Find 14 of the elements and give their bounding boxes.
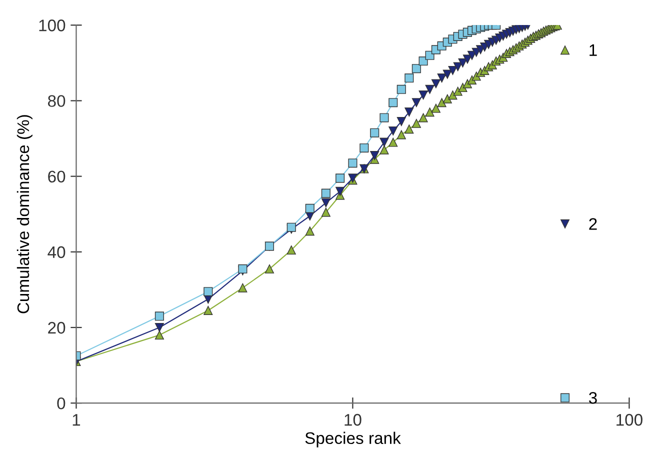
legend-label: 3 <box>588 392 597 404</box>
y-tick-label: 0 <box>57 397 66 410</box>
legend-label: 2 <box>589 218 597 230</box>
x-axis-title: Species rank <box>305 432 401 448</box>
legend-label: 1 <box>590 44 597 56</box>
x-tick-label: 100 <box>616 414 642 426</box>
y-tick-label: 20 <box>48 322 66 334</box>
y-tick-label: 80 <box>48 95 66 107</box>
x-tick-label: 10 <box>344 414 362 426</box>
y-tick-label: 60 <box>48 170 66 183</box>
y-axis-title: Cumulative dominance (%) <box>16 115 32 314</box>
x-tick-label: 1 <box>72 414 80 426</box>
y-tick-label: 40 <box>48 246 66 258</box>
y-tick-label: 100 <box>39 20 66 32</box>
